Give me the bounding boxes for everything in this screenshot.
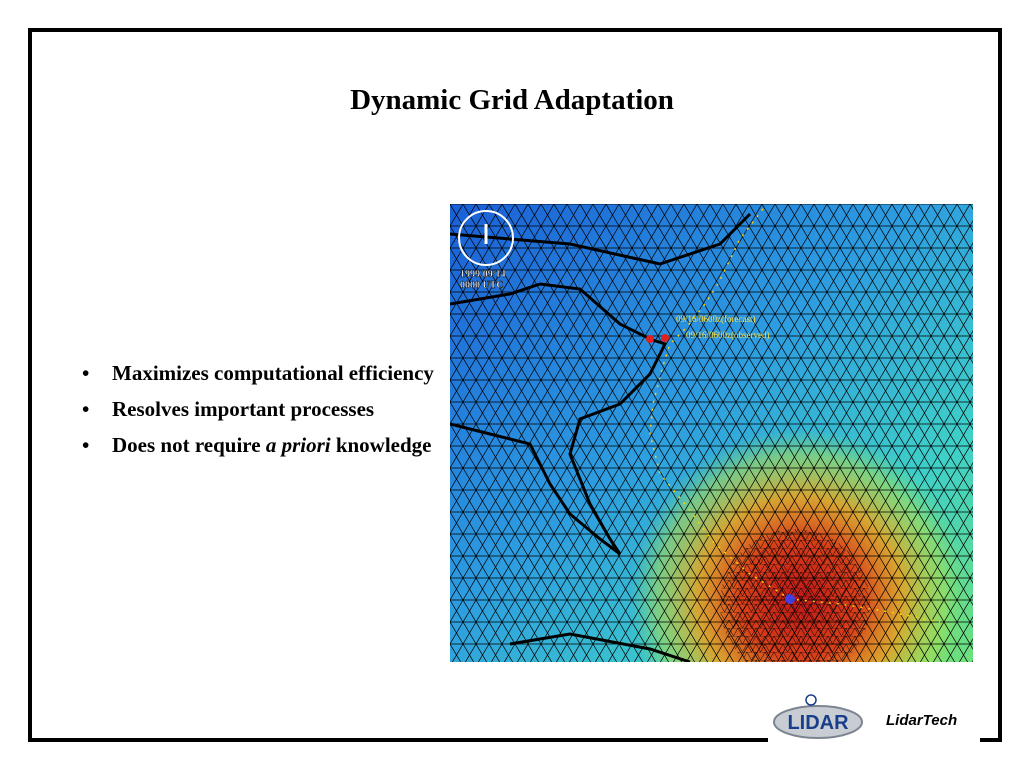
track-marker — [646, 335, 654, 343]
storm-track — [649, 208, 941, 623]
bullet: Resolves important processes — [80, 396, 440, 423]
slide-title: Dynamic Grid Adaptation — [350, 84, 674, 116]
grid-map: 1999/09/14 0000 UTC 09/16/0600z(forecast… — [450, 204, 973, 662]
company-name: LidarTech — [886, 712, 958, 729]
mesh — [450, 204, 973, 662]
slide-frame — [28, 28, 1002, 742]
bullet-italic: a priori — [265, 433, 331, 457]
bullet: Maximizes computational efficiency — [80, 360, 440, 387]
bullet-list: Maximizes computational efficiency Resol… — [80, 360, 440, 468]
bullet-text: Does not require — [112, 433, 266, 457]
bullet-text: Maximizes computational efficiency — [112, 361, 434, 385]
forecast-label: 09/16/0600z(forecast) — [676, 314, 755, 324]
coastline — [509, 632, 691, 662]
bullet-text: Resolves important processes — [112, 397, 375, 421]
coastline — [450, 212, 752, 556]
map-date: 1999/09/14 — [460, 269, 506, 280]
bullet: Does not require a priori knowledge — [80, 432, 440, 459]
observed-label: 09/16/0600z(observed) — [686, 330, 769, 340]
fine-mesh — [720, 529, 870, 662]
logo-mark: LIDAR — [787, 712, 849, 734]
storm-center — [785, 594, 795, 604]
logo-box: LIDAR — [768, 690, 980, 750]
map-time: 0000 UTC — [460, 280, 504, 291]
track-marker — [661, 334, 669, 342]
compass — [458, 210, 514, 266]
bullet-text: knowledge — [330, 433, 432, 457]
logo: LIDAR — [773, 694, 863, 739]
